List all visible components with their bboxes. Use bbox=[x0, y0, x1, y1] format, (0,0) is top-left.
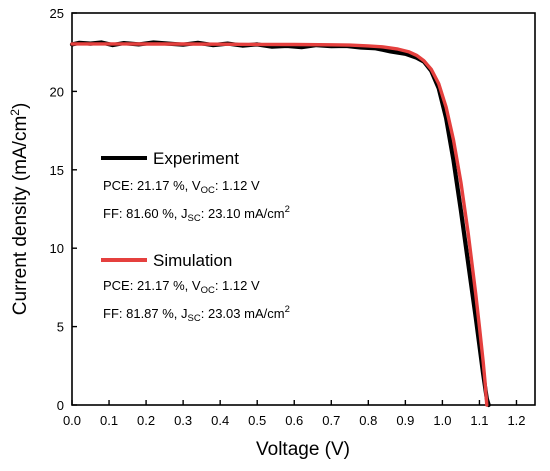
stat-text: PCE: 21.17 %, V bbox=[103, 278, 201, 293]
y-tick-label: 15 bbox=[50, 163, 64, 178]
x-tick-label: 1.0 bbox=[433, 413, 451, 428]
stat-text: : 23.10 mA/cm bbox=[201, 206, 285, 221]
stat-subscript: SC bbox=[188, 213, 201, 224]
x-tick-label: 0.3 bbox=[174, 413, 192, 428]
stat-text: FF: 81.87 %, J bbox=[103, 306, 188, 321]
legend-stat-simulation-1: PCE: 21.17 %, VOC: 1.12 V bbox=[103, 278, 260, 296]
x-tick-label: 1.2 bbox=[507, 413, 525, 428]
stat-subscript: OC bbox=[201, 185, 215, 196]
plot-area bbox=[71, 12, 536, 406]
x-tick-label: 0.9 bbox=[396, 413, 414, 428]
stat-text: : 1.12 V bbox=[215, 278, 260, 293]
y-tick-label: 5 bbox=[57, 320, 64, 335]
x-tick-label: 0.6 bbox=[285, 413, 303, 428]
stat-text: : 1.12 V bbox=[215, 178, 260, 193]
plot-frame bbox=[71, 12, 536, 406]
x-tick-label: 0.2 bbox=[137, 413, 155, 428]
legend-stat-experiment-1: PCE: 21.17 %, VOC: 1.12 V bbox=[103, 178, 260, 196]
stat-superscript: 2 bbox=[285, 204, 290, 215]
series-lines bbox=[69, 40, 491, 408]
x-tick-label: 1.1 bbox=[470, 413, 488, 428]
y-axis-title-sup: 2 bbox=[8, 109, 22, 116]
stat-subscript: SC bbox=[188, 313, 201, 324]
series-line-experiment bbox=[69, 40, 491, 408]
x-tick-label: 0.1 bbox=[100, 413, 118, 428]
x-tick-label: 0.7 bbox=[322, 413, 340, 428]
y-tick-label: 20 bbox=[50, 84, 64, 99]
x-tick-label: 0.4 bbox=[211, 413, 229, 428]
x-tick-label: 0.0 bbox=[63, 413, 81, 428]
y-tick-label: 0 bbox=[57, 398, 64, 413]
stat-subscript: OC bbox=[201, 285, 215, 296]
legend-label-experiment: Experiment bbox=[153, 149, 239, 168]
y-tick-label: 25 bbox=[50, 6, 64, 21]
series-line-simulation bbox=[70, 42, 489, 407]
legend-stat-simulation-2: FF: 81.87 %, JSC: 23.03 mA/cm2 bbox=[103, 304, 290, 324]
legend: Experiment PCE: 21.17 %, VOC: 1.12 V FF:… bbox=[101, 149, 290, 324]
y-axis-title: Current density (mA/cm2) bbox=[8, 103, 31, 316]
stat-text: : 23.03 mA/cm bbox=[201, 306, 285, 321]
x-tick-label: 0.5 bbox=[248, 413, 266, 428]
stat-superscript: 2 bbox=[285, 304, 290, 315]
y-tick-label: 10 bbox=[50, 241, 64, 256]
x-axis-title: Voltage (V) bbox=[256, 439, 350, 460]
axis-ticks: 0.0 0.1 0.2 0.3 0.4 0.5 0.6 0.7 0.8 0.9 1.0 1.1 1.2 0… bbox=[50, 6, 526, 428]
legend-label-simulation: Simulation bbox=[153, 251, 232, 270]
y-axis-title-tail: ) bbox=[10, 103, 31, 109]
legend-stat-experiment-2: FF: 81.60 %, JSC: 23.10 mA/cm2 bbox=[103, 204, 290, 224]
y-axis-title-main: Current density (mA/cm bbox=[10, 116, 31, 316]
x-tick-label: 0.8 bbox=[359, 413, 377, 428]
stat-text: PCE: 21.17 %, V bbox=[103, 178, 201, 193]
stat-text: FF: 81.60 %, J bbox=[103, 206, 188, 221]
